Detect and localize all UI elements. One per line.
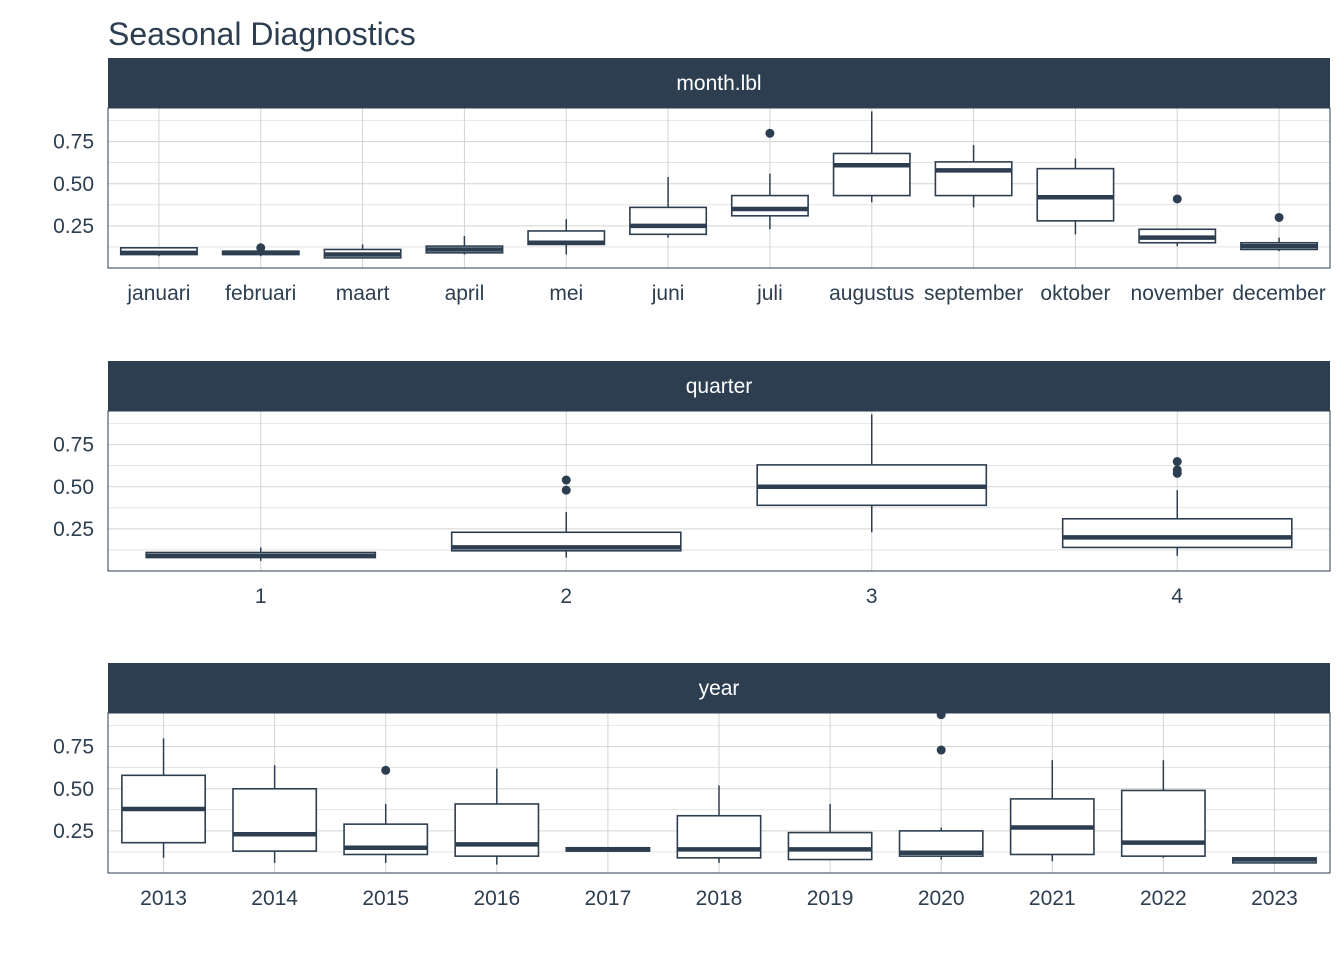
x-tick-label: 2019	[807, 887, 854, 910]
x-tick-label: 4	[1171, 585, 1183, 608]
x-tick-label: 2021	[1029, 887, 1076, 910]
y-tick-label: 0.25	[53, 518, 94, 541]
strip-label: month.lbl	[676, 72, 761, 95]
outlier-point	[1172, 194, 1182, 204]
box	[454, 803, 540, 857]
box	[730, 194, 809, 217]
x-tick-label: 2014	[251, 887, 298, 910]
outlier-point	[256, 243, 266, 253]
x-tick-label: 2016	[473, 887, 520, 910]
x-tick-label: juli	[756, 282, 783, 305]
box	[787, 831, 873, 861]
x-tick-label: 2022	[1140, 887, 1187, 910]
x-tick-label: 3	[866, 585, 878, 608]
x-tick-label: november	[1131, 282, 1224, 305]
box	[1036, 167, 1115, 222]
strip-label: quarter	[686, 375, 753, 398]
panel-border	[107, 410, 1331, 572]
y-tick-label: 0.25	[53, 820, 94, 843]
box	[934, 161, 1013, 197]
outlier-point	[561, 475, 571, 485]
outlier-point	[1172, 465, 1182, 475]
y-tick-label: 0.25	[53, 215, 94, 238]
outlier-point	[765, 128, 775, 138]
y-tick-label: 0.75	[53, 434, 94, 457]
x-tick-label: mei	[549, 282, 583, 305]
box	[1061, 517, 1293, 549]
panel-strip	[108, 58, 1330, 108]
x-tick-label: april	[445, 282, 485, 305]
box	[1120, 789, 1206, 857]
outlier-point	[1172, 457, 1182, 467]
y-tick-label: 0.50	[53, 476, 94, 499]
outlier-point	[1274, 212, 1284, 222]
box	[232, 787, 318, 852]
x-tick-label: 2017	[585, 887, 632, 910]
panel-strip	[108, 361, 1330, 411]
panel-border	[107, 712, 1331, 874]
x-tick-label: december	[1232, 282, 1325, 305]
box	[832, 152, 911, 197]
x-tick-label: 2018	[696, 887, 743, 910]
x-tick-label: juni	[651, 282, 685, 305]
outlier-point	[936, 745, 946, 755]
x-tick-label: oktober	[1040, 282, 1110, 305]
strip-label: year	[699, 677, 740, 700]
panel-border	[107, 107, 1331, 269]
x-tick-label: 1	[255, 585, 267, 608]
box	[629, 206, 708, 236]
x-tick-label: september	[924, 282, 1023, 305]
x-tick-label: 2	[560, 585, 572, 608]
panel-strip	[108, 663, 1330, 713]
x-tick-label: 2020	[918, 887, 965, 910]
y-tick-label: 0.50	[53, 778, 94, 801]
x-tick-label: 2013	[140, 887, 187, 910]
y-tick-label: 0.50	[53, 173, 94, 196]
outlier-point	[561, 485, 571, 495]
x-tick-label: februari	[225, 282, 296, 305]
y-tick-label: 0.75	[53, 736, 94, 759]
x-tick-label: januari	[126, 282, 190, 305]
outlier-point	[936, 710, 946, 720]
x-tick-label: 2015	[362, 887, 409, 910]
x-tick-label: augustus	[829, 282, 914, 305]
outlier-point	[381, 765, 391, 775]
x-tick-label: maart	[336, 282, 390, 305]
y-tick-label: 0.75	[53, 131, 94, 154]
chart-title: Seasonal Diagnostics	[108, 16, 416, 52]
x-tick-label: 2023	[1251, 887, 1298, 910]
